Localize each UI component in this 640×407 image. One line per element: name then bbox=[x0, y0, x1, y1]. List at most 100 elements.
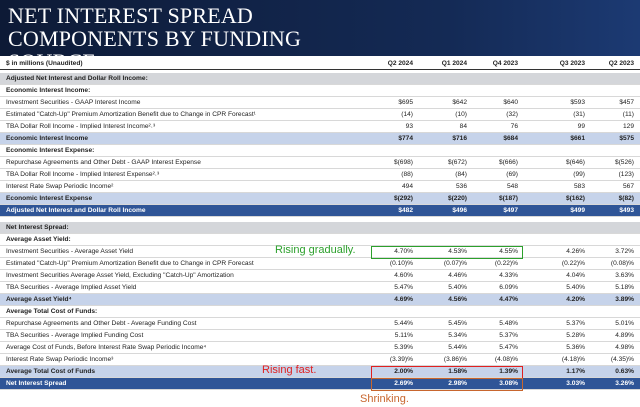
section-header: Net Interest Spread: bbox=[0, 222, 640, 234]
cell-value: $593 bbox=[570, 99, 585, 106]
cell-value: (0.08)% bbox=[610, 260, 634, 267]
row-label: TBA Securities - Average Implied Funding… bbox=[6, 332, 144, 339]
cell-value: 4.26% bbox=[566, 248, 585, 255]
cell-value: 4.55% bbox=[499, 248, 518, 255]
column-header: Q2 2024 bbox=[387, 60, 413, 67]
cell-value: 0.63% bbox=[615, 368, 634, 375]
cell-value: $499 bbox=[570, 207, 585, 214]
highlight-box bbox=[371, 377, 523, 391]
cell-value: (88) bbox=[401, 171, 413, 178]
table-row: Economic Interest Expense: bbox=[0, 145, 640, 157]
cell-value: 536 bbox=[455, 183, 467, 190]
cell-value: $695 bbox=[398, 99, 413, 106]
cell-value: (99) bbox=[573, 171, 585, 178]
table-row: Economic Interest Expense $(292) $(220) $(1… bbox=[0, 193, 640, 205]
annotation: Shrinking. bbox=[360, 393, 409, 405]
cell-value: $482 bbox=[398, 207, 413, 214]
cell-value: $496 bbox=[452, 207, 467, 214]
cell-value: 3.72% bbox=[615, 248, 634, 255]
cell-value: (4.35)% bbox=[610, 356, 634, 363]
column-header-row: $ in millions (Unaudited) Q2 2024 Q1 2024 Q… bbox=[0, 58, 640, 70]
row-label: TBA Securities - Average Implied Asset Y… bbox=[6, 284, 137, 291]
cell-value: (0.22)% bbox=[561, 260, 585, 267]
table-row: TBA Securities - Average Implied Asset Y… bbox=[0, 282, 640, 294]
table-row: Estimated "Catch-Up" Premium Amortizatio… bbox=[0, 109, 640, 121]
row-label: Interest Rate Swap Periodic Income² bbox=[6, 183, 114, 190]
cell-value: 5.39% bbox=[394, 344, 413, 351]
table-row: Repurchase Agreements and Other Debt - A… bbox=[0, 318, 640, 330]
table-row: TBA Dollar Roll Income - Implied Interes… bbox=[0, 169, 640, 181]
table-row: Estimated "Catch-Up" Premium Amortizatio… bbox=[0, 258, 640, 270]
row-label: Investment Securities Average Asset Yiel… bbox=[6, 272, 234, 279]
cell-value: (0.22)% bbox=[494, 260, 518, 267]
cell-value: $493 bbox=[619, 207, 634, 214]
cell-value: 4.04% bbox=[566, 272, 585, 279]
table-row: Net Interest Spread 2.69% 2.98% 3.08% 3.03% 3… bbox=[0, 378, 640, 390]
row-label: Interest Rate Swap Periodic Income³ bbox=[6, 356, 114, 363]
cell-value: (3.86)% bbox=[443, 356, 467, 363]
cell-value: $(646) bbox=[565, 159, 585, 166]
cell-value: 84 bbox=[459, 123, 467, 130]
column-header: Q4 2023 bbox=[492, 60, 518, 67]
column-header: Q1 2024 bbox=[441, 60, 467, 67]
table-row: Repurchase Agreements and Other Debt - G… bbox=[0, 157, 640, 169]
cell-value: 5.44% bbox=[448, 344, 467, 351]
cell-value: $(187) bbox=[498, 195, 518, 202]
cell-value: 4.47% bbox=[499, 296, 518, 303]
cell-value: 5.47% bbox=[499, 344, 518, 351]
row-label: Adjusted Net Interest and Dollar Roll In… bbox=[6, 207, 146, 214]
cell-value: 5.40% bbox=[566, 284, 585, 291]
cell-value: 5.11% bbox=[394, 332, 413, 339]
cell-value: 5.48% bbox=[499, 320, 518, 327]
cell-value: $(698) bbox=[393, 159, 413, 166]
table-row: Interest Rate Swap Periodic Income³ (3.39… bbox=[0, 354, 640, 366]
row-label: Economic Interest Income bbox=[6, 135, 89, 142]
row-label: Average Asset Yield: bbox=[6, 236, 71, 243]
annotation: Rising gradually. bbox=[275, 244, 356, 256]
table-row: Average Asset Yield⁴ 4.69% 4.56% 4.47% 4.20%… bbox=[0, 294, 640, 306]
section-title: Adjusted Net Interest and Dollar Roll In… bbox=[6, 75, 148, 82]
cell-value: (31) bbox=[573, 111, 585, 118]
cell-value: 5.01% bbox=[615, 320, 634, 327]
row-label: Estimated "Catch-Up" Premium Amortizatio… bbox=[6, 260, 254, 267]
cell-value: $774 bbox=[398, 135, 413, 142]
cell-value: 494 bbox=[401, 183, 413, 190]
cell-value: (0.07)% bbox=[443, 260, 467, 267]
cell-value: 4.46% bbox=[448, 272, 467, 279]
cell-value: $(220) bbox=[447, 195, 467, 202]
cell-value: 4.53% bbox=[448, 248, 467, 255]
cell-value: 5.34% bbox=[448, 332, 467, 339]
table-row: Economic Interest Income $774 $716 $684 $661… bbox=[0, 133, 640, 145]
cell-value: $642 bbox=[452, 99, 467, 106]
annotation: Rising fast. bbox=[262, 364, 317, 376]
page-title: NET INTEREST SPREAD COMPONENTS BY FUNDIN… bbox=[8, 3, 302, 74]
cell-value: 2.00% bbox=[394, 368, 413, 375]
column-header: Q2 2023 bbox=[608, 60, 634, 67]
cell-value: 99 bbox=[577, 123, 585, 130]
cell-value: 4.60% bbox=[394, 272, 413, 279]
cell-value: 3.08% bbox=[499, 380, 518, 387]
table-row: TBA Securities - Average Implied Funding… bbox=[0, 330, 640, 342]
cell-value: 6.09% bbox=[499, 284, 518, 291]
cell-value: 4.98% bbox=[615, 344, 634, 351]
cell-value: $575 bbox=[619, 135, 634, 142]
cell-value: 5.37% bbox=[566, 320, 585, 327]
row-label: Investment Securities - GAAP Interest In… bbox=[6, 99, 141, 106]
cell-value: 4.89% bbox=[615, 332, 634, 339]
section-header: Adjusted Net Interest and Dollar Roll In… bbox=[0, 73, 640, 85]
cell-value: 3.26% bbox=[615, 380, 634, 387]
cell-value: (0.10)% bbox=[389, 260, 413, 267]
cell-value: 1.39% bbox=[499, 368, 518, 375]
caption: $ in millions (Unaudited) bbox=[6, 60, 83, 67]
table-row: Average Asset Yield: bbox=[0, 234, 640, 246]
table-row: Investment Securities - GAAP Interest In… bbox=[0, 97, 640, 109]
row-label: Repurchase Agreements and Other Debt - G… bbox=[6, 159, 201, 166]
cell-value: $(292) bbox=[393, 195, 413, 202]
cell-value: 3.63% bbox=[615, 272, 634, 279]
cell-value: (69) bbox=[506, 171, 518, 178]
cell-value: 76 bbox=[510, 123, 518, 130]
table-row: Interest Rate Swap Periodic Income² 494 53… bbox=[0, 181, 640, 193]
cell-value: 4.56% bbox=[448, 296, 467, 303]
table-row: TBA Dollar Roll Income - Implied Interes… bbox=[0, 121, 640, 133]
